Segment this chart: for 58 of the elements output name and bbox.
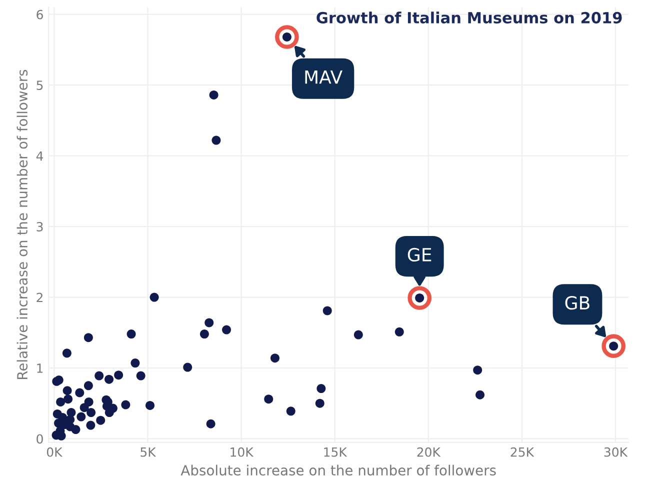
y-tick-label: 3 xyxy=(36,222,43,232)
x-axis-title: Absolute increase on the number of followers xyxy=(180,464,496,476)
annotation: MAV xyxy=(305,70,342,84)
point xyxy=(354,330,363,340)
point xyxy=(476,390,485,400)
point xyxy=(130,358,140,368)
point xyxy=(183,362,192,372)
point xyxy=(394,327,404,336)
point xyxy=(222,325,232,334)
point xyxy=(94,371,104,380)
point xyxy=(126,330,136,339)
x-tick-label: 15K xyxy=(324,448,348,457)
annotation: GE xyxy=(408,248,432,262)
point xyxy=(322,306,332,316)
point xyxy=(80,403,89,412)
annotation: GB xyxy=(565,296,590,310)
point xyxy=(62,386,72,396)
point xyxy=(264,394,274,404)
y-tick-label: 5 xyxy=(36,80,43,90)
point xyxy=(86,420,96,430)
y-tick-label: 0 xyxy=(36,434,43,444)
point xyxy=(473,366,482,375)
point xyxy=(212,136,221,145)
point xyxy=(316,384,326,394)
x-tick-label: 0K xyxy=(46,447,63,457)
chart-title: Growth of Italian Museums on 2019 xyxy=(316,12,622,24)
x-tick-label: 20K xyxy=(417,447,441,457)
point xyxy=(56,397,66,406)
point xyxy=(64,394,73,404)
point xyxy=(136,371,146,380)
point xyxy=(150,292,159,302)
point xyxy=(286,406,296,416)
point xyxy=(200,330,209,339)
y-tick-label: 6 xyxy=(36,10,43,20)
x-tick-label: 10K xyxy=(230,447,254,457)
point xyxy=(270,354,280,363)
point xyxy=(121,400,130,410)
x-tick-label: 25K xyxy=(510,447,534,457)
point xyxy=(209,90,218,100)
y-tick-label: 2 xyxy=(36,292,42,302)
point xyxy=(104,374,114,384)
point xyxy=(114,370,124,380)
x-tick-label: 5K xyxy=(140,448,156,457)
point xyxy=(76,412,86,422)
x-tick-label: 30K xyxy=(604,447,628,457)
point xyxy=(315,398,324,408)
y-tick-label: 1 xyxy=(37,364,43,373)
point xyxy=(84,381,93,390)
y-axis-title: Relative increase on the number of followers xyxy=(16,70,28,379)
point xyxy=(84,333,93,342)
point xyxy=(96,416,106,425)
y-tick-label: 4 xyxy=(36,151,44,161)
point xyxy=(86,408,96,418)
point xyxy=(62,348,72,358)
point xyxy=(204,318,214,328)
point xyxy=(75,388,84,398)
point xyxy=(146,400,154,410)
point xyxy=(206,419,216,428)
